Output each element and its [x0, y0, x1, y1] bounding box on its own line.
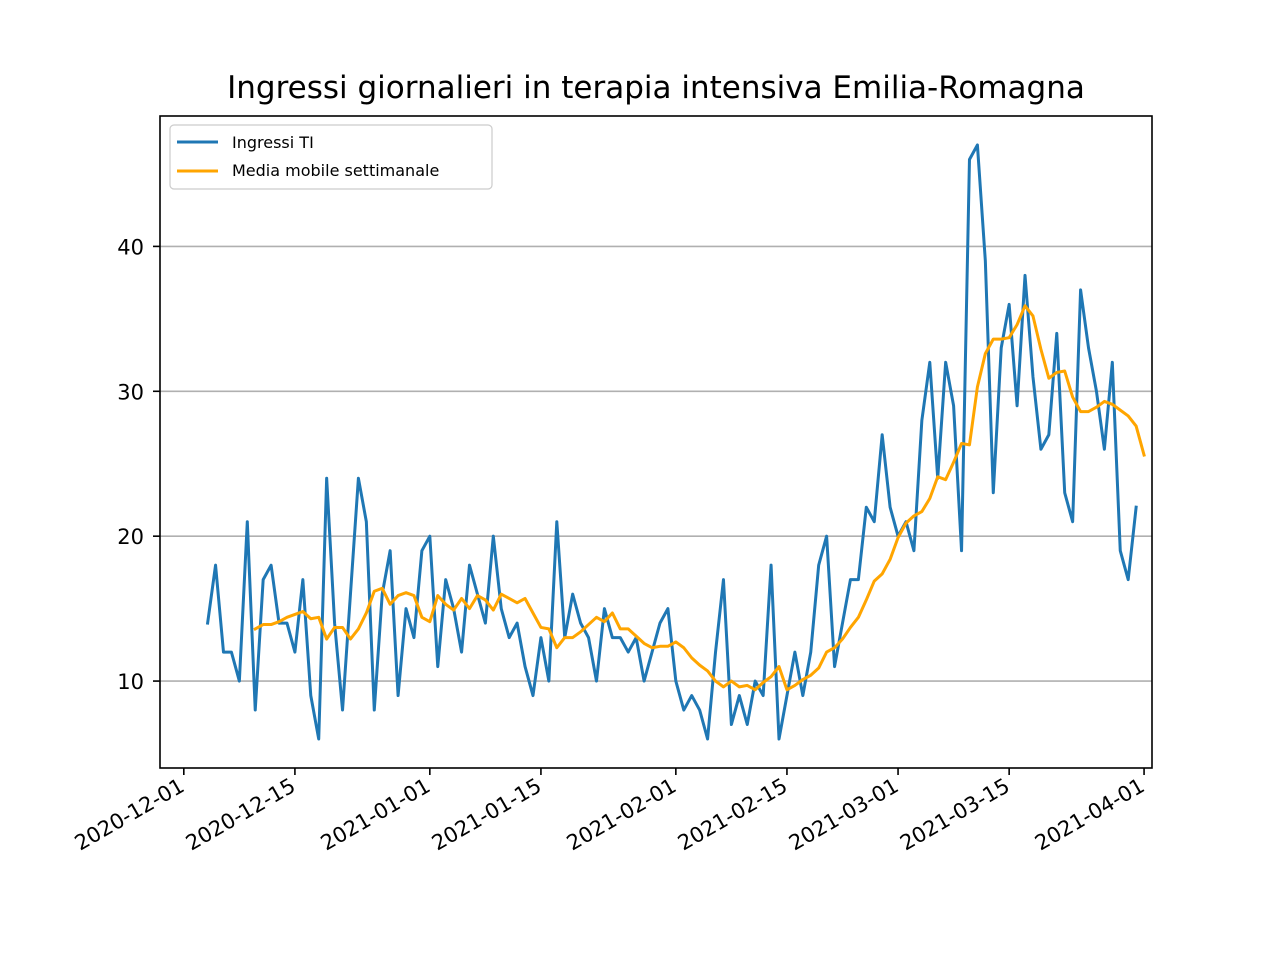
series-line-ingressi	[205, 143, 1138, 741]
x-tick-label-2020-12-01: 2020-12-01	[71, 774, 189, 856]
series-line-media-mobile	[253, 304, 1146, 692]
y-tick-label-30: 30	[117, 380, 144, 404]
y-axis-ticks: 10 20 30 40	[117, 235, 160, 694]
x-tick-label-2021-02-15: 2021-02-15	[674, 774, 792, 856]
x-tick-label-2021-04-01: 2021-04-01	[1031, 774, 1149, 856]
y-tick-label-20: 20	[117, 525, 144, 549]
x-tick-label-2021-03-01: 2021-03-01	[785, 774, 903, 856]
x-tick-label-2021-03-15: 2021-03-15	[896, 774, 1014, 856]
legend-box	[169, 124, 493, 190]
x-tick-label-2020-12-15: 2020-12-15	[182, 774, 300, 856]
chart-title: Ingressi giornalieri in terapia intensiv…	[227, 70, 1085, 106]
series-lines	[205, 143, 1146, 741]
legend: Ingressi TI Media mobile settimanale	[169, 124, 493, 190]
x-tick-label-2021-02-01: 2021-02-01	[563, 774, 681, 856]
plot-area-frame	[159, 115, 1153, 769]
legend-label-ingressi: Ingressi TI	[232, 133, 314, 152]
y-tick-label-10: 10	[117, 670, 144, 694]
x-tick-label-2021-01-01: 2021-01-01	[317, 774, 435, 856]
y-tick-label-40: 40	[117, 235, 144, 259]
x-tick-label-2021-01-15: 2021-01-15	[428, 774, 546, 856]
legend-label-media-mobile: Media mobile settimanale	[232, 161, 439, 180]
